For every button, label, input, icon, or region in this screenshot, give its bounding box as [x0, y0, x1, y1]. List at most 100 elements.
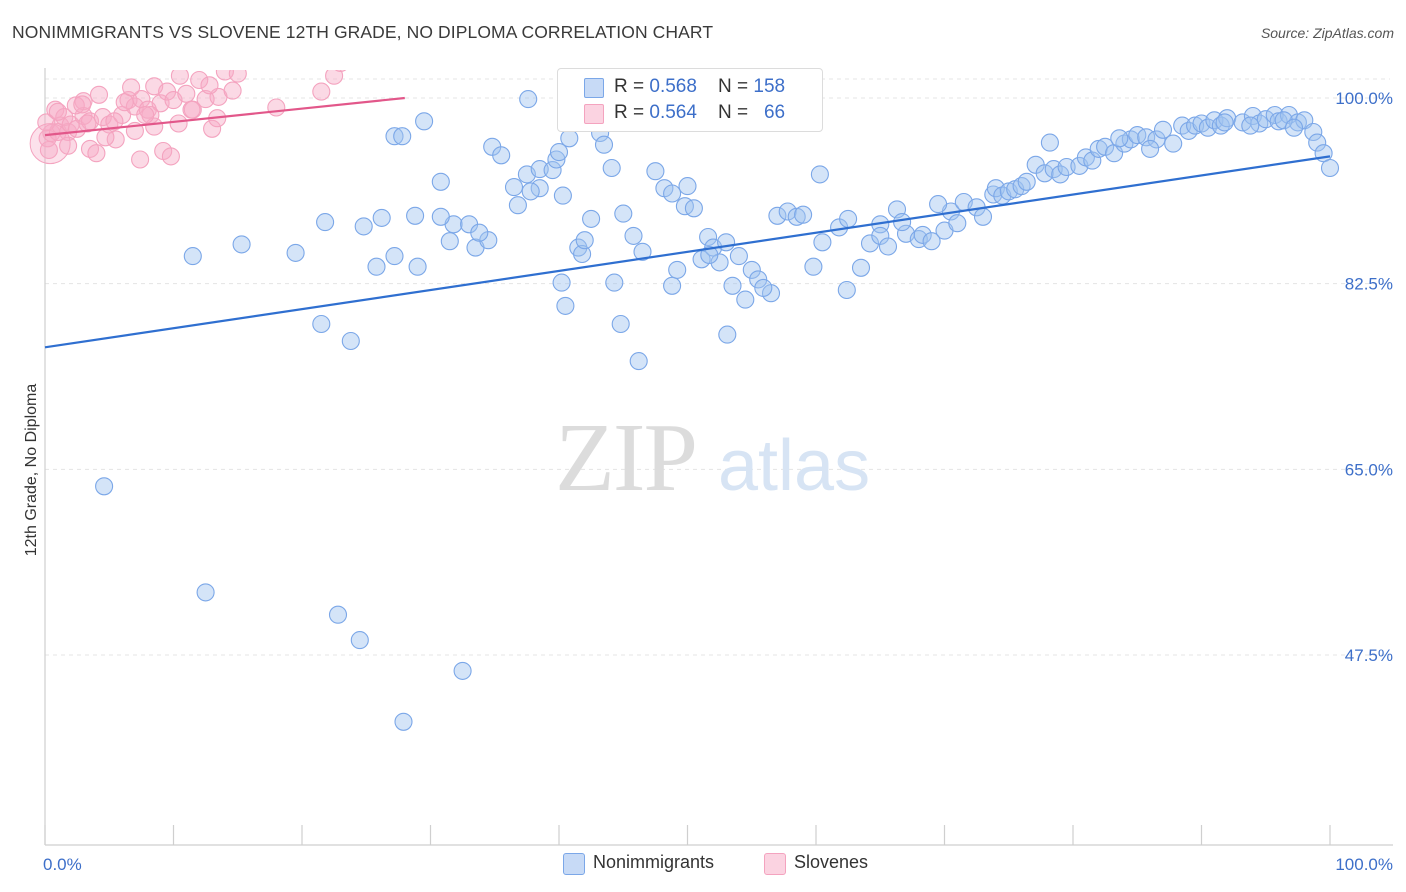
nonimmigrants-point [837, 280, 856, 300]
slovenes-point [161, 147, 180, 166]
watermark-zip: ZIP [555, 404, 696, 512]
nonimmigrants-point [431, 207, 450, 226]
nonimmigrants-point [1017, 172, 1036, 191]
x-tick-label-max: 100.0% [1335, 855, 1393, 874]
slovenes-point [105, 112, 124, 131]
y-tick-label: 100.0% [1335, 89, 1393, 108]
slovenes-point [59, 136, 78, 155]
nonimmigrants-point [372, 208, 391, 227]
nonimmigrants-point [470, 223, 489, 242]
nonimmigrants-point [922, 232, 941, 251]
series-nonimmigrants [95, 90, 1340, 731]
nonimmigrants-point [1153, 120, 1173, 139]
nonimmigrants-point [699, 227, 718, 247]
slovenes-point [182, 100, 201, 119]
nonimmigrants-point [385, 127, 404, 146]
nonimmigrants-point [573, 244, 592, 264]
nonimmigrants-point [1274, 111, 1293, 130]
watermark: ZIP atlas [555, 404, 870, 512]
nonimmigrants-point [393, 127, 412, 146]
slovenes-point [190, 70, 209, 90]
nonimmigrants-point [1215, 113, 1234, 132]
slovenes-point [96, 128, 115, 147]
slovenes-point [200, 76, 219, 95]
y-tick-label: 47.5% [1345, 646, 1393, 665]
nonimmigrants-point [341, 331, 360, 351]
nonimmigrants-point [1320, 158, 1340, 178]
nonimmigrants-point [1110, 129, 1129, 148]
axes [44, 68, 1393, 846]
nonimmigrants-point [552, 273, 571, 292]
trend-lines [44, 96, 1331, 349]
nonimmigrants-point [663, 276, 682, 295]
nonimmigrants-point [1241, 116, 1260, 135]
nonimmigrants-point [893, 213, 912, 232]
y-axis-title: 12th Grade, No Diploma [23, 383, 40, 557]
nonimmigrants-point [1083, 151, 1102, 170]
nonimmigrants-point [605, 273, 624, 292]
nonimmigrants-point [633, 242, 652, 261]
nonimmigrants-point [742, 260, 761, 279]
slovenes-point [169, 114, 188, 133]
nonimmigrants-point [948, 214, 967, 233]
nonimmigrants-point [778, 202, 797, 221]
nonimmigrants-point [440, 232, 459, 251]
nonimmigrants-point [973, 207, 993, 226]
x-tick-label-min: 0.0% [43, 855, 82, 874]
nonimmigrants-point [1128, 126, 1147, 145]
nonimmigrants-point [560, 129, 579, 148]
slovenes-point [93, 108, 112, 127]
slovenes-point [136, 105, 155, 125]
nonimmigrants-point [504, 178, 524, 197]
nonimmigrants-point [813, 233, 832, 252]
nonimmigrants-point [453, 661, 472, 680]
nonimmigrants-point [710, 253, 729, 272]
slovenes-point [78, 114, 97, 133]
slovenes-point [89, 85, 109, 104]
legend-swatch-nonimmigrants [584, 78, 604, 98]
nonimmigrants-point [394, 712, 413, 731]
slovenes-point [48, 102, 67, 121]
bottom-legend-label-nonimmigrants: Nonimmigrants [593, 852, 715, 872]
nonimmigrants-point [787, 207, 806, 226]
slovenes-point [236, 39, 253, 56]
nonimmigrants-point [913, 225, 932, 244]
nonimmigrants-point [232, 235, 251, 254]
nonimmigrants-point [1269, 112, 1288, 131]
source-label: Source: ZipAtlas.com [1260, 25, 1394, 41]
nonimmigrants-point [316, 213, 335, 232]
nonimmigrants-point [328, 605, 348, 624]
series-slovenes [29, 39, 347, 169]
nonimmigrants-point [754, 278, 773, 297]
nonimmigrants-point [312, 314, 331, 334]
nonimmigrants-point [1096, 137, 1115, 156]
nonimmigrants-point [543, 161, 562, 180]
nonimmigrants-point [878, 237, 898, 256]
nonimmigrants-point [431, 172, 450, 191]
nonimmigrants-point [549, 143, 569, 162]
nonimmigrants-point [611, 314, 630, 334]
nonimmigrants-point [1147, 130, 1166, 149]
nonimmigrants-point [408, 257, 427, 276]
nonimmigrants-point [508, 196, 527, 215]
nonimmigrants-point [521, 182, 540, 201]
nonimmigrants-point [354, 217, 373, 236]
nonimmigrants-point [804, 257, 823, 276]
nonimmigrants-point [530, 160, 549, 179]
trend-line-slovenes [44, 96, 405, 137]
legend-text-nonimmigrants: R = 0.568 N = 158 [614, 76, 786, 97]
nonimmigrants-point [614, 204, 633, 223]
nonimmigrants-point [385, 247, 404, 266]
legend-r-nonimmigrants: 0.568 [649, 76, 697, 97]
y-tick-label: 65.0% [1345, 460, 1393, 479]
nonimmigrants-point [286, 243, 305, 262]
nonimmigrants-point [575, 231, 594, 250]
nonimmigrants-point [668, 260, 687, 279]
nonimmigrants-point [1304, 122, 1323, 142]
nonimmigrants-point [492, 146, 511, 165]
nonimmigrants-point [547, 150, 566, 169]
slovenes-point [312, 82, 331, 101]
grid-lines [45, 78, 1390, 656]
nonimmigrants-point [839, 209, 858, 228]
nonimmigrants-point [684, 199, 703, 218]
